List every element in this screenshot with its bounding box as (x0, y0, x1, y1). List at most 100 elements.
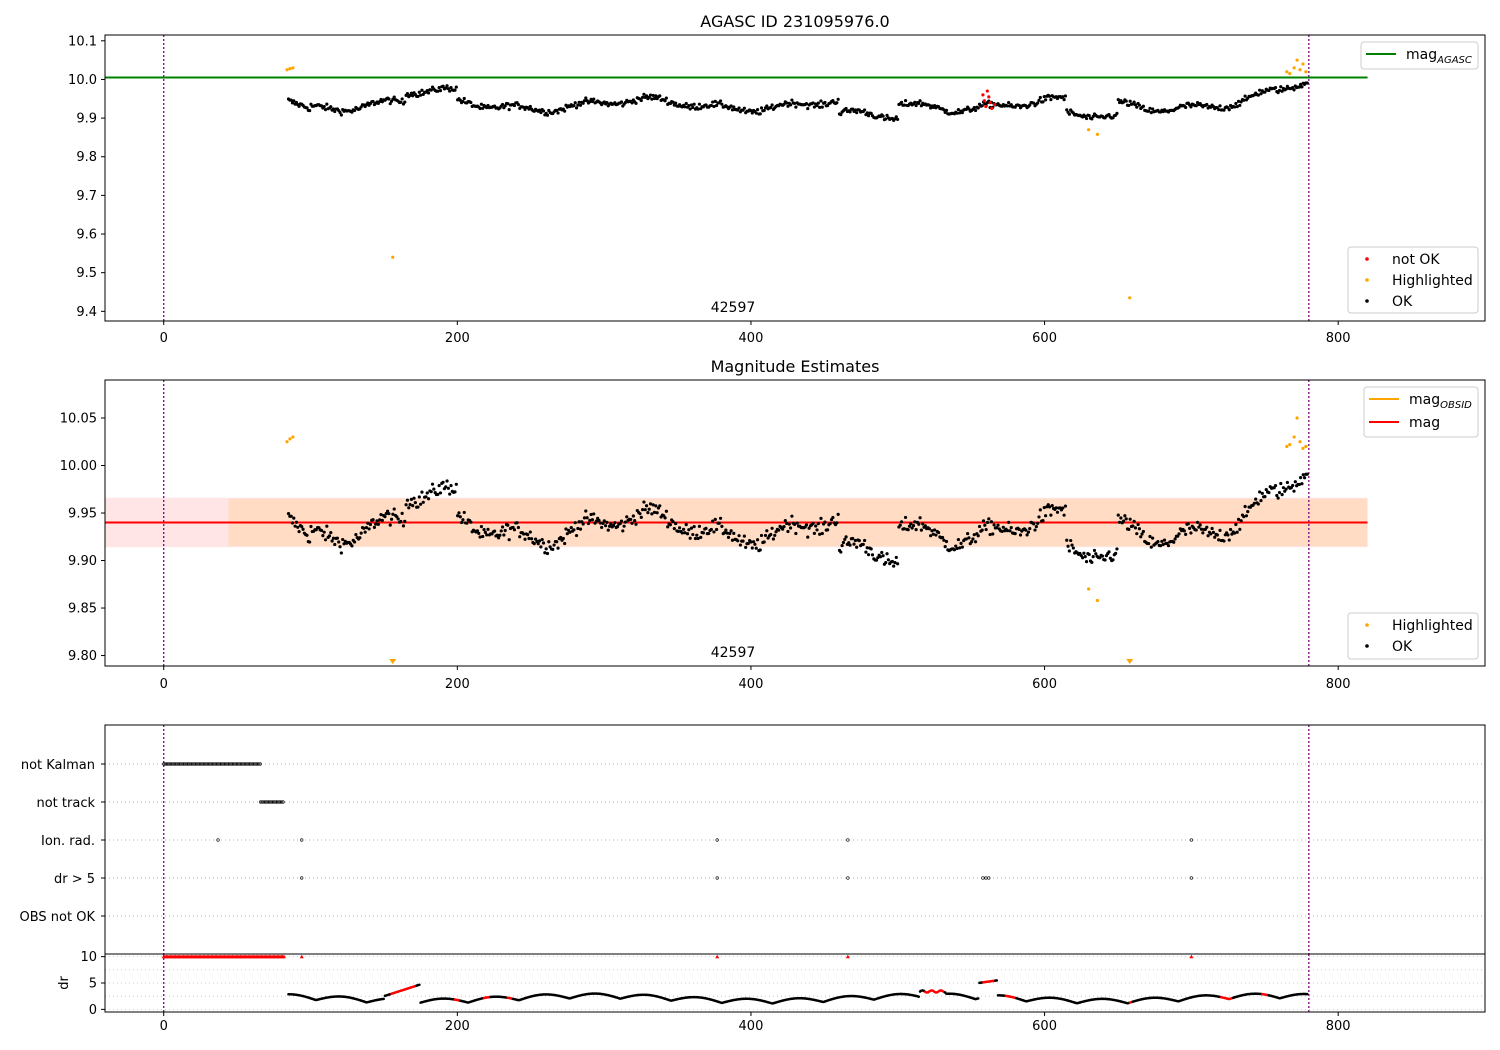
ok-point (483, 530, 487, 535)
ok-point (526, 533, 530, 537)
ok-point (641, 95, 645, 99)
ok-point (641, 508, 645, 512)
ok-point (512, 528, 517, 532)
ok-point (1061, 95, 1065, 99)
ok-point (866, 553, 871, 557)
flag-point (258, 762, 262, 766)
ok-point (696, 107, 700, 111)
ok-point (1222, 539, 1226, 543)
ok-point (323, 108, 328, 112)
ok-point (885, 113, 889, 117)
ok-point (1284, 487, 1288, 491)
ok-point (966, 531, 970, 536)
ok-point (615, 524, 620, 529)
ok-point (1049, 98, 1053, 102)
ok-point (581, 522, 585, 526)
ok-point (642, 500, 646, 504)
ok-point (1032, 101, 1036, 105)
ok-point (881, 114, 885, 118)
ok-point (1276, 496, 1280, 500)
ok-point (515, 521, 519, 525)
ok-point (545, 113, 550, 117)
ok-point (804, 523, 809, 527)
ok-point (806, 535, 810, 539)
flag-point (216, 838, 220, 842)
ok-point (1211, 530, 1216, 534)
ok-point (556, 546, 560, 550)
ok-point (577, 520, 581, 524)
ok-point (807, 526, 811, 530)
dr-xtick-label: 800 (1326, 1019, 1351, 1034)
ok-point (713, 99, 717, 103)
ok-point (658, 94, 662, 98)
ok-point (1182, 529, 1186, 533)
ok-point (1213, 535, 1217, 539)
ok-point (638, 512, 642, 516)
ok-point (762, 540, 766, 544)
ok-point (929, 534, 933, 538)
ok-point (720, 524, 724, 528)
dr-capped-marker (281, 954, 286, 959)
ok-point (585, 516, 589, 520)
ok-point (600, 525, 604, 530)
ok-point (689, 103, 694, 107)
ok-point (582, 516, 587, 520)
ok-point (914, 528, 918, 532)
ok-point (425, 491, 429, 495)
ok-point (1205, 102, 1209, 107)
ok-point (588, 518, 592, 522)
ok-point (565, 532, 569, 536)
ok-point (1206, 534, 1210, 538)
ok-point (437, 86, 441, 90)
highlighted-point (1298, 68, 1302, 72)
ok-point (301, 527, 305, 531)
ok-point (874, 558, 879, 562)
ok-point (479, 102, 484, 106)
ok-point (726, 535, 731, 539)
ok-point (556, 111, 560, 115)
ok-point (576, 103, 580, 107)
ok-point (454, 482, 458, 486)
ok-point (654, 504, 658, 508)
ok-point (572, 103, 576, 108)
ok-point (292, 516, 296, 520)
ok-point (840, 544, 844, 548)
ok-point (1201, 531, 1205, 535)
flag-point (1189, 838, 1193, 842)
ok-point (297, 104, 301, 108)
ok-point (691, 105, 695, 110)
ok-point (500, 525, 505, 529)
ok-point (308, 540, 312, 544)
ok-point (1238, 103, 1242, 108)
ok-point (1279, 481, 1283, 486)
ok-point (331, 536, 336, 540)
ok-point (960, 545, 964, 549)
ok-point (386, 509, 390, 513)
highlighted-point (1298, 440, 1302, 444)
ok-point (892, 564, 896, 568)
ok-point (881, 554, 885, 558)
ok-point (1277, 490, 1282, 495)
ok-point (785, 521, 789, 526)
flag-point (280, 800, 284, 804)
ok-point (967, 107, 971, 111)
ok-point (783, 519, 787, 523)
ok-point (666, 525, 670, 529)
ok-point (781, 527, 785, 531)
ok-point (913, 520, 917, 524)
ok-point (493, 529, 497, 533)
agasc-ytick-label: 9.6 (76, 228, 97, 243)
ok-point (902, 103, 906, 107)
ok-point (503, 104, 507, 108)
ok-point (903, 515, 908, 520)
ok-point (1036, 521, 1040, 525)
dr-point (995, 979, 999, 982)
legend-highlighted-marker (1365, 278, 1369, 282)
ok-point (823, 100, 827, 105)
ok-point (744, 545, 748, 550)
ok-point (1217, 538, 1221, 542)
ok-point (400, 97, 404, 101)
highlighted-point (285, 68, 289, 72)
ok-point (943, 544, 947, 549)
